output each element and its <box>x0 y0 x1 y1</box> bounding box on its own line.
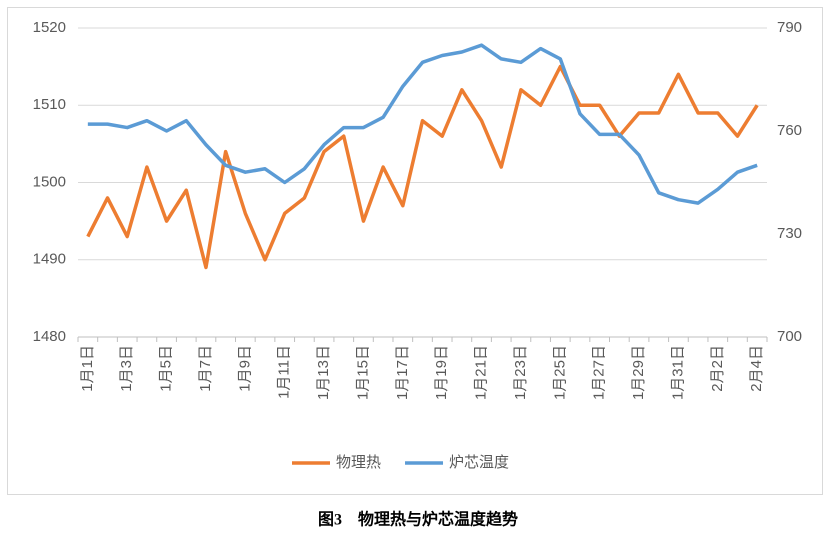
x-tick-label: 1月5日 <box>158 345 175 392</box>
y-tick-label: 1490 <box>33 251 66 268</box>
y-tick-label: 1520 <box>33 19 66 36</box>
y2-tick-label: 760 <box>777 122 802 139</box>
y2-tick-label: 700 <box>777 328 802 345</box>
chart-frame <box>7 7 823 495</box>
x-tick-label: 1月1日 <box>79 345 96 392</box>
x-tick-label: 1月19日 <box>433 345 450 400</box>
caption: 图3 物理热与炉芯温度趋势 <box>318 510 518 529</box>
x-tick-label: 1月25日 <box>551 345 568 400</box>
x-tick-label: 2月4日 <box>748 345 765 392</box>
x-tick-label: 1月27日 <box>591 345 608 400</box>
x-tick-label: 1月17日 <box>394 345 411 400</box>
x-tick-label: 1月13日 <box>315 345 332 400</box>
x-tick-label: 1月31日 <box>669 345 686 400</box>
series-line <box>86 64 759 270</box>
legend-label: 炉芯温度 <box>449 454 509 471</box>
x-tick-label: 1月21日 <box>473 345 490 400</box>
x-tick-label: 1月15日 <box>354 345 371 400</box>
x-tick-label: 1月9日 <box>236 345 253 392</box>
y2-tick-label: 730 <box>777 225 802 242</box>
x-tick-label: 1月29日 <box>630 345 647 400</box>
legend-label: 物理热 <box>336 454 381 471</box>
series-line <box>87 43 758 205</box>
x-tick-label: 2月2日 <box>709 345 726 392</box>
x-tick-label: 1月7日 <box>197 345 214 392</box>
y-tick-label: 1510 <box>33 96 66 113</box>
y-tick-label: 1480 <box>33 328 66 345</box>
x-tick-label: 1月11日 <box>276 345 293 399</box>
y2-tick-label: 790 <box>777 19 802 36</box>
x-tick-label: 1月3日 <box>118 345 135 392</box>
x-tick-label: 1月23日 <box>512 345 529 400</box>
y-tick-label: 1500 <box>33 173 66 190</box>
